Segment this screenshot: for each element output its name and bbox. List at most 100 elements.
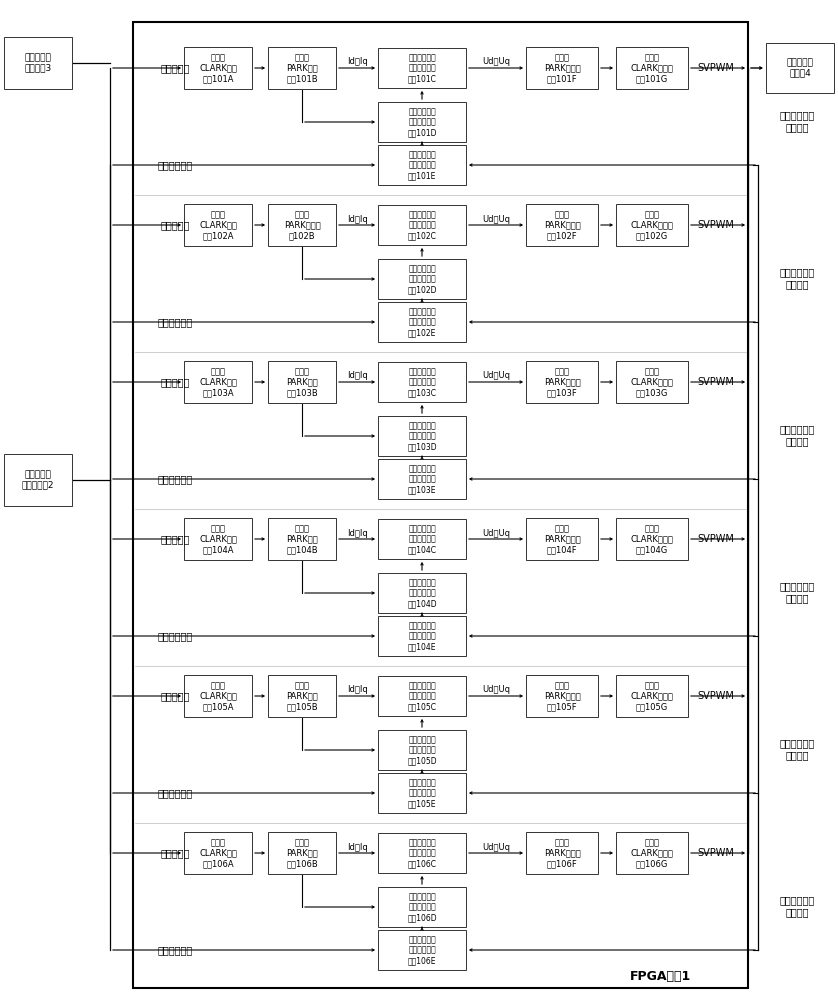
- Bar: [526, 832, 598, 874]
- Text: 第五路永磁同
步电机速度环
模块105D: 第五路永磁同 步电机速度环 模块105D: [407, 735, 437, 765]
- Text: SVPWM: SVPWM: [697, 220, 734, 230]
- Text: 相电流信号: 相电流信号: [160, 63, 189, 73]
- Bar: [268, 675, 336, 717]
- Text: 第三路
CLARK变换
模块103A: 第三路 CLARK变换 模块103A: [199, 367, 237, 397]
- Text: Id、Iq: Id、Iq: [347, 686, 367, 694]
- Bar: [378, 302, 466, 342]
- Bar: [616, 47, 688, 89]
- Text: Id、Iq: Id、Iq: [347, 215, 367, 224]
- Text: 第六路永磁同
步电机电流环
模块106C: 第六路永磁同 步电机电流环 模块106C: [407, 838, 437, 868]
- Text: Id、Iq: Id、Iq: [347, 371, 367, 380]
- Text: 电机转子位置
指令信号: 电机转子位置 指令信号: [779, 895, 815, 917]
- Text: Ud、Uq: Ud、Uq: [482, 528, 510, 538]
- Bar: [184, 675, 252, 717]
- Text: 转子位置信号: 转子位置信号: [158, 788, 193, 798]
- Bar: [378, 259, 466, 299]
- Bar: [616, 361, 688, 403]
- Text: 第六路
PARK逆变换
模块106F: 第六路 PARK逆变换 模块106F: [544, 838, 581, 868]
- Text: 电机转子位置
指令信号: 电机转子位置 指令信号: [779, 738, 815, 760]
- Bar: [133, 22, 748, 988]
- Bar: [184, 518, 252, 560]
- Text: 第五路
CLARK变换
模块105A: 第五路 CLARK变换 模块105A: [199, 681, 237, 711]
- Bar: [616, 832, 688, 874]
- Text: 转子位置信号: 转子位置信号: [158, 317, 193, 327]
- Text: 第四路
PARK逆变换
模块104F: 第四路 PARK逆变换 模块104F: [544, 524, 581, 554]
- Text: 相电流信号: 相电流信号: [160, 377, 189, 387]
- Text: 第一路永磁同
步电机位置环
模块101E: 第一路永磁同 步电机位置环 模块101E: [408, 150, 437, 180]
- Text: 相电流信号: 相电流信号: [160, 691, 189, 701]
- Text: 第二路
CLARK变换
模块102A: 第二路 CLARK变换 模块102A: [199, 210, 237, 240]
- Text: Ud、Uq: Ud、Uq: [482, 842, 510, 852]
- Text: 第四路永磁同
步电机位置环
模块104E: 第四路永磁同 步电机位置环 模块104E: [408, 621, 437, 651]
- Text: 第二路
PARK变换模
块102B: 第二路 PARK变换模 块102B: [283, 210, 320, 240]
- Text: 第六路
CLARK逆变换
模块106G: 第六路 CLARK逆变换 模块106G: [630, 838, 674, 868]
- Text: Id、Iq: Id、Iq: [347, 842, 367, 852]
- Text: 转子位置信号: 转子位置信号: [158, 945, 193, 955]
- Text: 电机相电流
采集模块3: 电机相电流 采集模块3: [24, 53, 52, 73]
- Text: Ud、Uq: Ud、Uq: [482, 57, 510, 66]
- Bar: [378, 362, 466, 402]
- Bar: [268, 518, 336, 560]
- Text: 第三路永磁同
步电机电流环
模块103C: 第三路永磁同 步电机电流环 模块103C: [407, 367, 437, 397]
- Text: Id、Iq: Id、Iq: [347, 528, 367, 538]
- Text: 转子位置信号: 转子位置信号: [158, 631, 193, 641]
- Text: 第二路
CLARK逆变换
模块102G: 第二路 CLARK逆变换 模块102G: [630, 210, 674, 240]
- Bar: [184, 361, 252, 403]
- Text: 第五路
PARK逆变换
模块105F: 第五路 PARK逆变换 模块105F: [544, 681, 581, 711]
- Bar: [4, 454, 72, 506]
- Bar: [378, 145, 466, 185]
- Text: 第四路
CLARK逆变换
模块104G: 第四路 CLARK逆变换 模块104G: [630, 524, 674, 554]
- Bar: [526, 204, 598, 246]
- Bar: [378, 730, 466, 770]
- Text: 第六路永磁同
步电机位置环
模块106E: 第六路永磁同 步电机位置环 模块106E: [408, 935, 437, 965]
- Text: 第二路
PARK逆变换
模块102F: 第二路 PARK逆变换 模块102F: [544, 210, 581, 240]
- Bar: [184, 832, 252, 874]
- Text: 第三路
CLARK逆变换
模块103G: 第三路 CLARK逆变换 模块103G: [630, 367, 674, 397]
- Text: 第四路永磁同
步电机电流环
模块104C: 第四路永磁同 步电机电流环 模块104C: [407, 524, 437, 554]
- Bar: [378, 102, 466, 142]
- Text: 第三路
PARK变换
模块103B: 第三路 PARK变换 模块103B: [286, 367, 318, 397]
- Text: 第五路
CLARK逆变换
模块105G: 第五路 CLARK逆变换 模块105G: [630, 681, 674, 711]
- Text: 第二路永磁同
步电机速度环
模块102D: 第二路永磁同 步电机速度环 模块102D: [407, 264, 437, 294]
- Text: FPGA模內1: FPGA模內1: [629, 970, 691, 982]
- Bar: [184, 204, 252, 246]
- Bar: [526, 518, 598, 560]
- Bar: [378, 930, 466, 970]
- Bar: [378, 573, 466, 613]
- Text: SVPWM: SVPWM: [697, 691, 734, 701]
- Text: 电机功率驱
动模块4: 电机功率驱 动模块4: [787, 58, 814, 78]
- Bar: [184, 47, 252, 89]
- Text: 第五路
PARK变换
模块105B: 第五路 PARK变换 模块105B: [286, 681, 318, 711]
- Text: 相电流信号: 相电流信号: [160, 534, 189, 544]
- Bar: [526, 47, 598, 89]
- Bar: [268, 361, 336, 403]
- Text: 第一路
CLARK逆变换
模块101G: 第一路 CLARK逆变换 模块101G: [630, 53, 674, 83]
- Text: 第六路永磁同
步电机速度环
模块106D: 第六路永磁同 步电机速度环 模块106D: [407, 892, 437, 922]
- Bar: [378, 459, 466, 499]
- Bar: [766, 43, 834, 93]
- Bar: [378, 887, 466, 927]
- Text: 第四路永磁同
步电机速度环
模块104D: 第四路永磁同 步电机速度环 模块104D: [407, 578, 437, 608]
- Bar: [268, 47, 336, 89]
- Text: Id、Iq: Id、Iq: [347, 57, 367, 66]
- Text: 第三路永磁同
步电机位置环
模块103E: 第三路永磁同 步电机位置环 模块103E: [408, 464, 437, 494]
- Text: 转子位置信号: 转子位置信号: [158, 474, 193, 484]
- Bar: [378, 676, 466, 716]
- Text: 第三路
PARK逆变换
模块103F: 第三路 PARK逆变换 模块103F: [544, 367, 581, 397]
- Bar: [616, 675, 688, 717]
- Text: SVPWM: SVPWM: [697, 848, 734, 858]
- Bar: [268, 204, 336, 246]
- Bar: [616, 204, 688, 246]
- Text: 第二路永磁同
步电机电流环
模块102C: 第二路永磁同 步电机电流环 模块102C: [407, 210, 437, 240]
- Bar: [378, 519, 466, 559]
- Text: 第三路永磁同
步电机速度环
模块103D: 第三路永磁同 步电机速度环 模块103D: [407, 421, 437, 451]
- Text: 第四路
CLARK变换
模块104A: 第四路 CLARK变换 模块104A: [199, 524, 237, 554]
- Text: SVPWM: SVPWM: [697, 63, 734, 73]
- Text: 第四路
PARK变换
模块104B: 第四路 PARK变换 模块104B: [286, 524, 318, 554]
- Text: 第六路
CLARK变换
模块106A: 第六路 CLARK变换 模块106A: [199, 838, 237, 868]
- Text: SVPWM: SVPWM: [697, 534, 734, 544]
- Text: 电机转子位置
指令信号: 电机转子位置 指令信号: [779, 110, 815, 132]
- Bar: [378, 773, 466, 813]
- Bar: [268, 832, 336, 874]
- Bar: [378, 833, 466, 873]
